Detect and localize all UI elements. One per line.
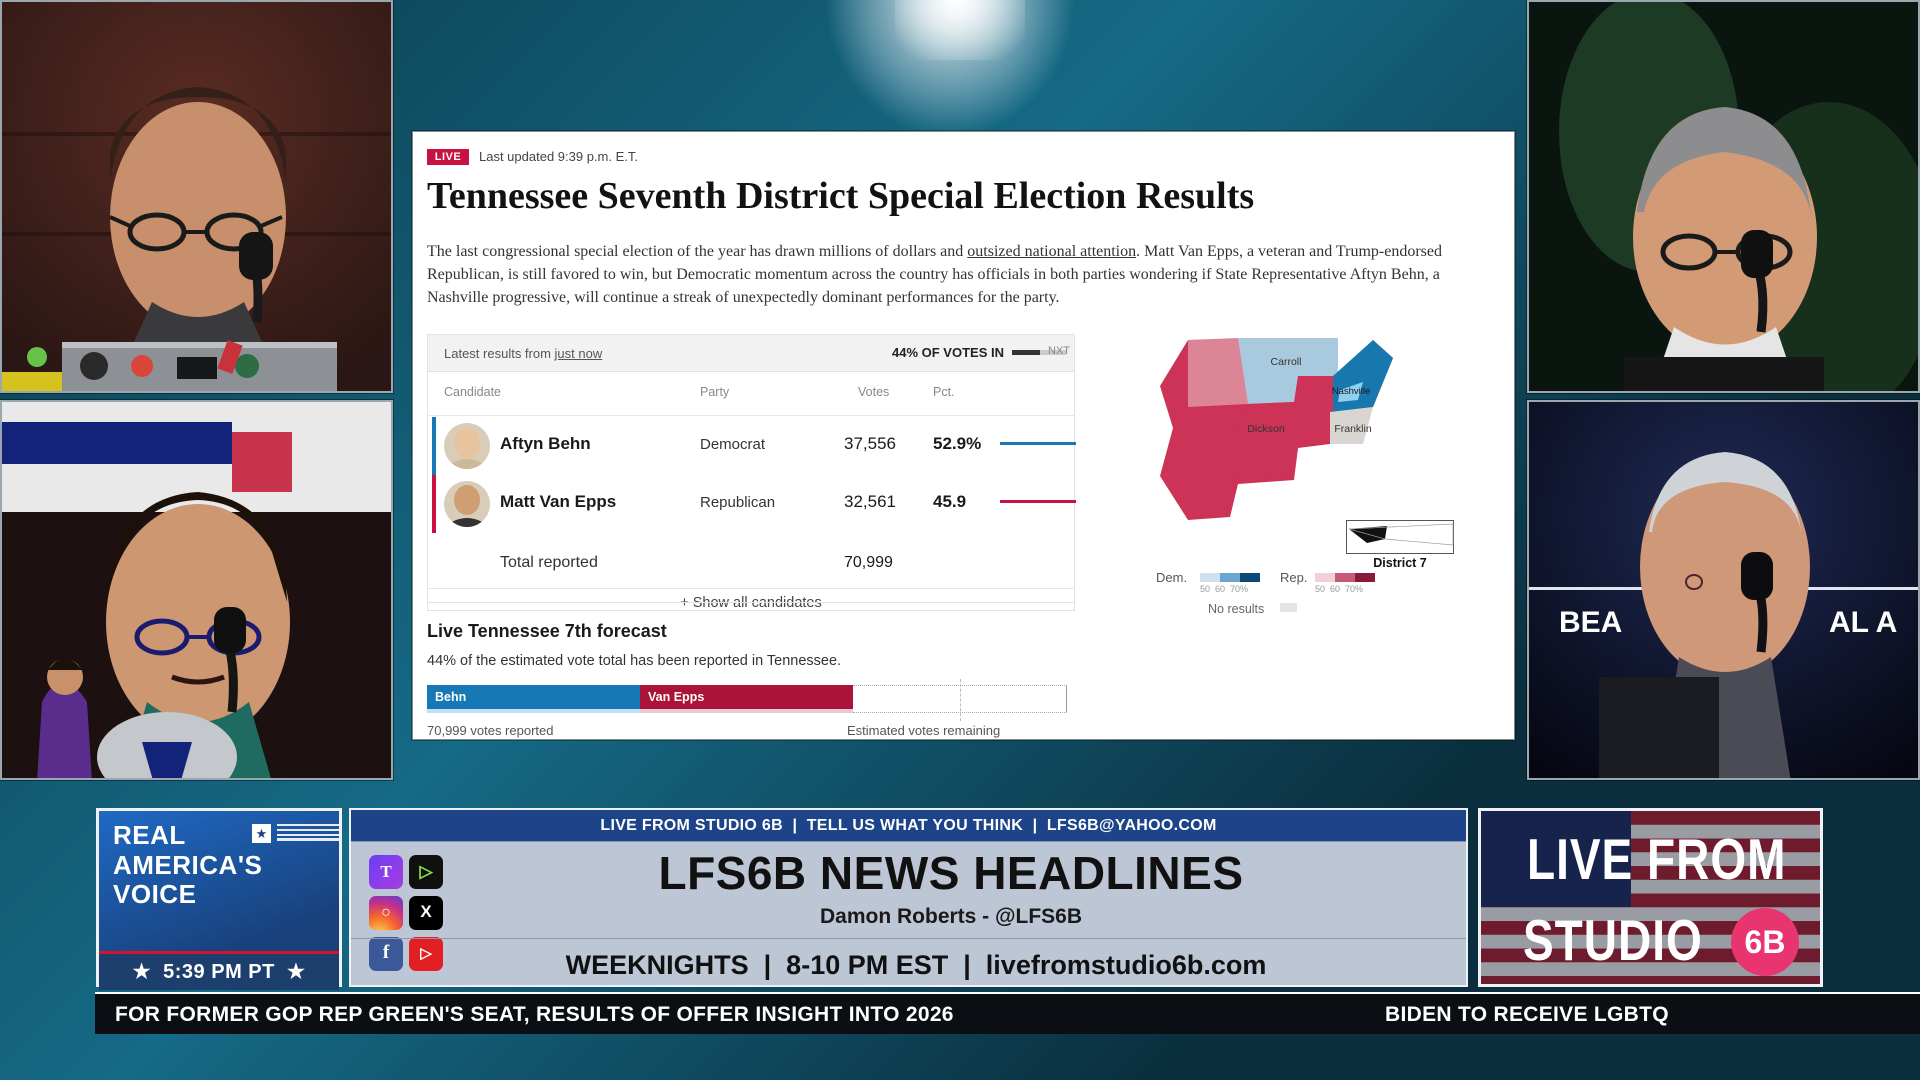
svg-text:Dickson: Dickson [1247,423,1285,435]
svg-text:BEA: BEA [1559,606,1622,639]
svg-text:Carroll: Carroll [1271,356,1302,368]
svg-text:Nashville: Nashville [1332,386,1371,397]
svg-text:Franklin: Franklin [1334,423,1372,435]
svg-text:AL A: AL A [1829,606,1897,639]
